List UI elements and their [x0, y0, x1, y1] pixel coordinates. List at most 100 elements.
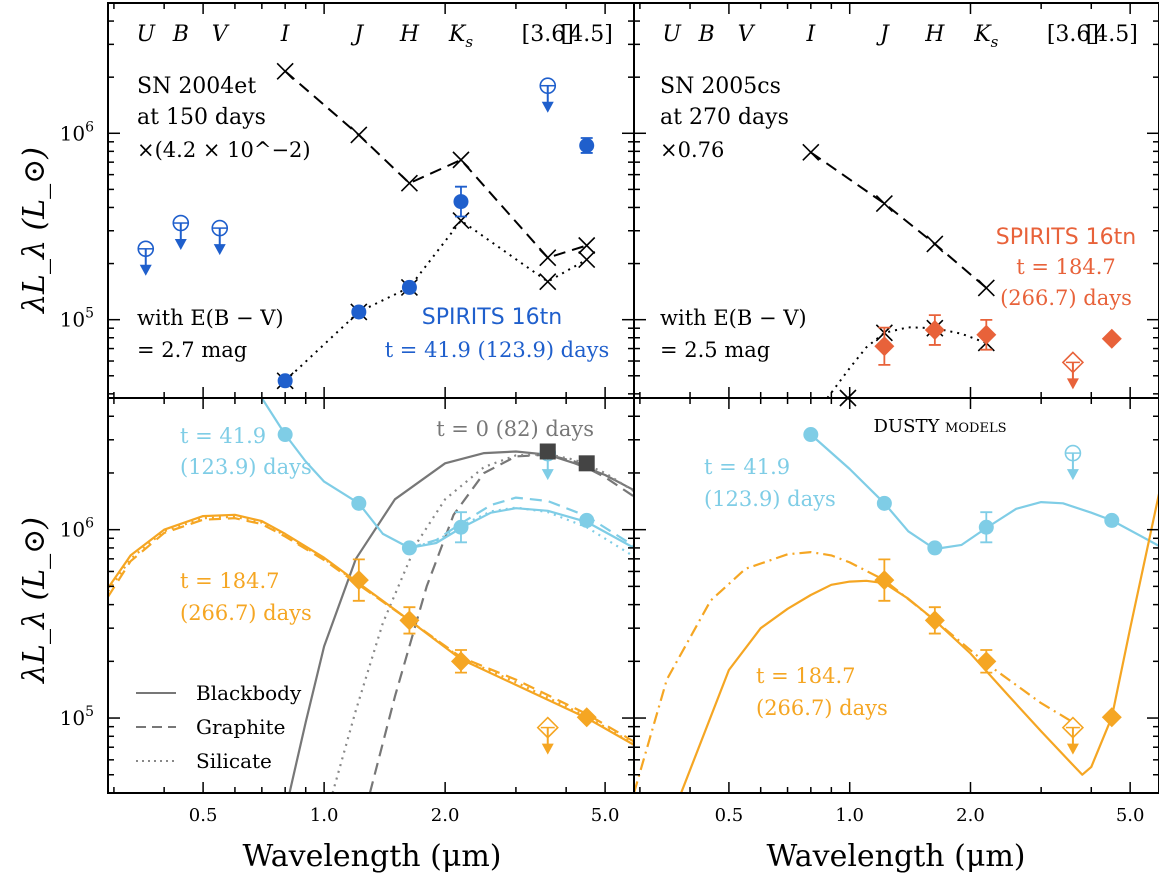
- data-point-circle: [351, 304, 367, 320]
- x-tick-label: 2.0: [956, 805, 985, 826]
- legend-label-silicate: Silicate: [196, 749, 272, 773]
- panel-plot-area: [284, 70, 588, 382]
- data-point-circle: [453, 519, 469, 535]
- cross-marker: [276, 62, 294, 80]
- band-label: [4.5]: [1086, 22, 1138, 47]
- data-point-circle: [453, 194, 469, 210]
- data-point-circle: [803, 427, 819, 443]
- data-point-circle: [277, 373, 293, 389]
- cross-marker: [400, 174, 418, 192]
- data-point-circle: [401, 279, 417, 295]
- tr-sn-name: SN 2005cs: [660, 74, 781, 99]
- cross-marker: [452, 212, 470, 230]
- data-point-diamond: [576, 707, 597, 728]
- upper-limit-arrow: [1066, 469, 1079, 481]
- series-line: [108, 515, 634, 745]
- y-axis-label-top: λL_λ (L_⊙): [17, 147, 52, 314]
- tl-sn-epoch: at 150 days: [137, 105, 266, 130]
- tl-sn-scale: ×(4.2 × 10^−2): [137, 138, 311, 162]
- upper-limit-arrow: [541, 743, 554, 755]
- panel-bottom-left: 0.5 1.0 2.0 5.0 105 106: [60, 397, 635, 826]
- x-tick-label: 0.5: [715, 805, 744, 826]
- band-label: I: [805, 22, 816, 47]
- data-point-diamond: [976, 651, 997, 672]
- band-label: B: [172, 22, 189, 47]
- series-line: [368, 453, 634, 793]
- tl-spirits-epoch: t = 41.9 (123.9) days: [385, 338, 610, 362]
- y-tick-label: 106: [60, 516, 94, 542]
- data-point-diamond: [1101, 328, 1122, 349]
- panel-top-right: U B V I J H Ks [3.6][4.5]: [633, 2, 1159, 407]
- data-point-circle: [876, 495, 892, 511]
- data-point-diamond: [1101, 707, 1122, 728]
- band-subscript: s: [465, 33, 473, 51]
- bl-t0-label: t = 0 (82) days: [436, 417, 594, 441]
- x-tick-label: 1.0: [310, 805, 339, 826]
- data-point-circle: [927, 540, 943, 556]
- y-tick-exponent: 5: [85, 704, 94, 720]
- legend: Blackbody Graphite Silicate: [136, 681, 302, 773]
- tr-spirits-epoch2: (266.7) days: [1000, 286, 1132, 310]
- band-label: U: [662, 22, 682, 47]
- y-tick-exponent: 6: [85, 119, 94, 135]
- panel-plot-area: [108, 398, 634, 793]
- bl-t1-line1: t = 41.9: [180, 424, 266, 448]
- data-point-circle: [579, 137, 595, 153]
- y-axis-label-bottom: λL_λ (L_⊙): [17, 517, 52, 684]
- panel-bottom-right: 0.5 1.0 2.0 5.0: [633, 397, 1159, 826]
- band-subscript: s: [991, 33, 999, 51]
- band-label: J: [350, 22, 364, 47]
- series-line: [810, 151, 987, 289]
- tl-ext-line2: = 2.7 mag: [137, 338, 247, 362]
- panel-frame: [633, 397, 1159, 794]
- data-point-circle: [401, 540, 417, 556]
- data-point-circle: [351, 495, 367, 511]
- tl-ext-line1: with E(B − V): [137, 306, 284, 330]
- band-label: [4.5]: [561, 22, 613, 47]
- legend-label-graphite: Graphite: [196, 715, 285, 739]
- y-tick-label: 106: [60, 119, 94, 145]
- bl-t2-line1: t = 184.7: [180, 569, 280, 593]
- data-point-diamond: [874, 336, 895, 357]
- cross-marker: [977, 279, 995, 297]
- band-label: [3.6]: [522, 22, 574, 47]
- x-tick-label: 0.5: [189, 805, 218, 826]
- x-tick-label: 5.0: [1116, 805, 1145, 826]
- tl-sn-name: SN 2004et: [137, 74, 256, 99]
- data-point-diamond: [924, 610, 945, 631]
- upper-limit-arrow: [541, 101, 554, 113]
- tr-ext-line2: = 2.5 mag: [660, 338, 770, 362]
- band-label: Ks: [973, 22, 998, 51]
- series-line: [108, 517, 634, 743]
- upper-limit-arrow: [1066, 378, 1079, 390]
- cross-marker: [926, 235, 944, 253]
- band-label: V: [738, 22, 756, 47]
- br-t1-line1: t = 41.9: [704, 455, 790, 479]
- x-tick-label: 2.0: [431, 805, 460, 826]
- data-point-square: [539, 443, 556, 460]
- cross-marker: [350, 126, 368, 144]
- data-point-circle: [579, 512, 595, 528]
- bl-t2-line2: (266.7) days: [180, 601, 312, 625]
- band-label: U: [136, 22, 156, 47]
- bl-t1-line2: (123.9) days: [180, 455, 312, 479]
- y-tick-exponent: 5: [85, 306, 94, 322]
- data-point-circle: [1104, 512, 1120, 528]
- y-tick-label: 105: [60, 306, 94, 332]
- upper-limit-arrow: [213, 244, 226, 256]
- band-label: H: [924, 22, 945, 47]
- series-line: [409, 506, 634, 558]
- band-label: V: [212, 22, 230, 47]
- upper-limit-arrow: [541, 469, 554, 481]
- y-tick-label: 105: [60, 704, 94, 730]
- band-label: B: [698, 22, 715, 47]
- data-point-diamond: [976, 324, 997, 345]
- band-label: J: [876, 22, 890, 47]
- tr-sn-epoch: at 270 days: [660, 105, 789, 130]
- cross-marker: [802, 143, 820, 161]
- tr-spirits-epoch1: t = 184.7: [1016, 255, 1116, 279]
- data-point-diamond: [450, 651, 471, 672]
- series-line: [826, 326, 987, 398]
